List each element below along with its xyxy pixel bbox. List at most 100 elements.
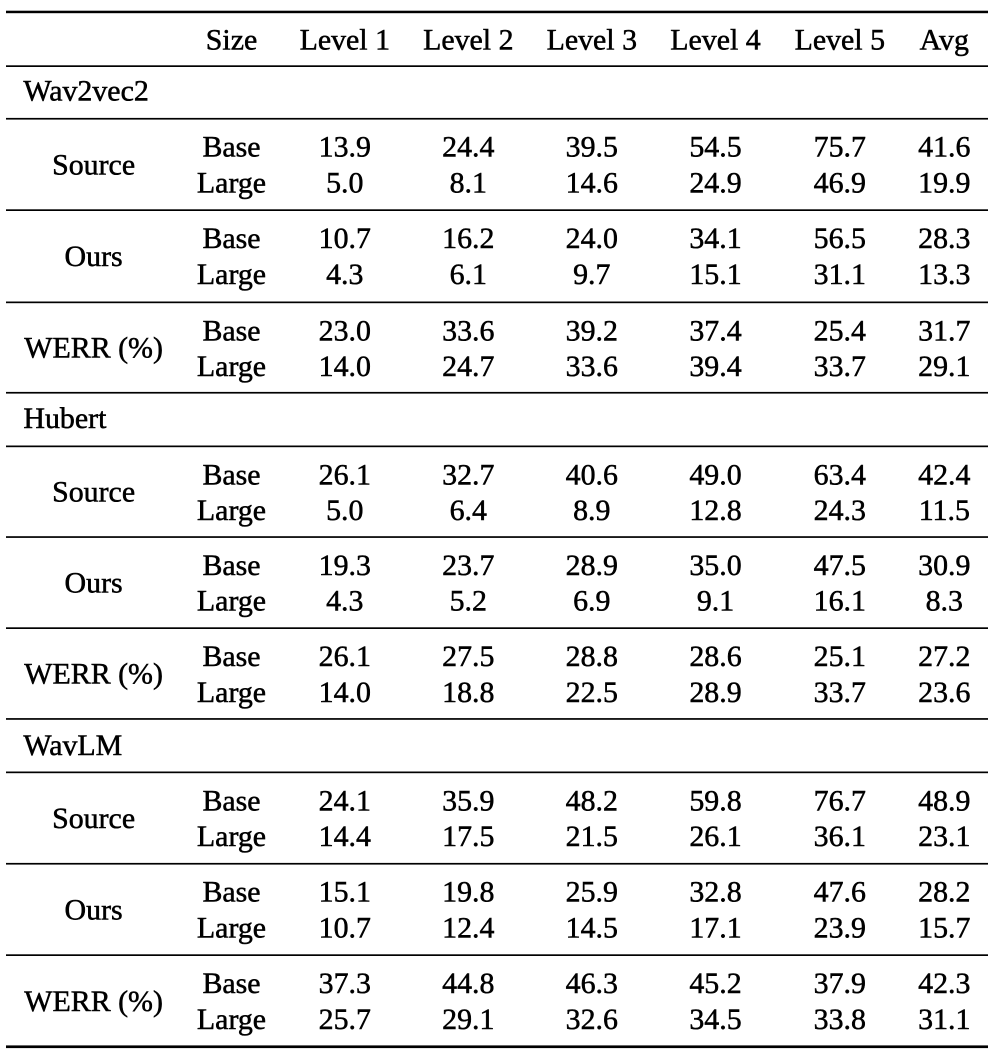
svg-text:Base: Base: [202, 131, 260, 164]
svg-text:Base: Base: [202, 876, 260, 909]
svg-text:Ours: Ours: [65, 893, 123, 926]
svg-text:63.4: 63.4: [814, 458, 866, 491]
svg-text:14.0: 14.0: [319, 676, 371, 709]
svg-text:WERR (%): WERR (%): [24, 985, 163, 1018]
svg-text:10.7: 10.7: [319, 911, 371, 944]
svg-text:39.2: 39.2: [566, 314, 618, 347]
svg-text:28.9: 28.9: [689, 676, 741, 709]
svg-text:33.8: 33.8: [814, 1003, 866, 1036]
svg-text:46.9: 46.9: [814, 166, 866, 199]
svg-text:54.5: 54.5: [689, 131, 741, 164]
svg-text:25.7: 25.7: [319, 1003, 371, 1036]
svg-text:WavLM: WavLM: [23, 729, 122, 762]
svg-text:28.8: 28.8: [566, 640, 618, 673]
svg-text:37.3: 37.3: [319, 967, 371, 1000]
svg-text:Level 4: Level 4: [670, 23, 761, 56]
svg-text:31.7: 31.7: [918, 314, 970, 347]
svg-text:48.9: 48.9: [918, 784, 970, 817]
svg-text:24.9: 24.9: [689, 166, 741, 199]
svg-text:Large: Large: [197, 585, 266, 618]
svg-text:Source: Source: [52, 802, 135, 835]
svg-text:75.7: 75.7: [814, 131, 866, 164]
svg-text:8.3: 8.3: [926, 585, 963, 618]
svg-text:25.4: 25.4: [814, 314, 866, 347]
svg-text:Base: Base: [202, 549, 260, 582]
svg-text:14.0: 14.0: [319, 350, 371, 383]
svg-text:Base: Base: [202, 640, 260, 673]
svg-text:Base: Base: [202, 458, 260, 491]
svg-text:34.5: 34.5: [689, 1003, 741, 1036]
svg-text:40.6: 40.6: [566, 458, 618, 491]
svg-text:76.7: 76.7: [814, 784, 866, 817]
svg-text:25.9: 25.9: [566, 876, 618, 909]
svg-text:Level 5: Level 5: [795, 23, 885, 56]
svg-text:Base: Base: [202, 784, 260, 817]
svg-text:12.4: 12.4: [442, 911, 494, 944]
svg-text:28.2: 28.2: [918, 876, 970, 909]
svg-text:Ours: Ours: [65, 566, 123, 599]
svg-text:42.4: 42.4: [918, 458, 970, 491]
svg-text:28.9: 28.9: [566, 549, 618, 582]
svg-text:27.5: 27.5: [442, 640, 494, 673]
svg-text:6.9: 6.9: [573, 585, 610, 618]
svg-text:Base: Base: [202, 222, 260, 255]
svg-text:32.7: 32.7: [442, 458, 494, 491]
svg-text:35.0: 35.0: [689, 549, 741, 582]
svg-text:17.5: 17.5: [442, 820, 494, 853]
svg-text:45.2: 45.2: [689, 967, 741, 1000]
svg-text:31.1: 31.1: [814, 258, 866, 291]
svg-text:4.3: 4.3: [326, 258, 363, 291]
svg-text:13.3: 13.3: [918, 258, 970, 291]
svg-text:32.8: 32.8: [689, 876, 741, 909]
svg-text:16.2: 16.2: [442, 222, 494, 255]
svg-text:35.9: 35.9: [442, 784, 494, 817]
svg-text:41.6: 41.6: [918, 131, 970, 164]
svg-text:46.3: 46.3: [566, 967, 618, 1000]
svg-text:33.6: 33.6: [566, 350, 618, 383]
svg-text:4.3: 4.3: [326, 585, 363, 618]
svg-text:36.1: 36.1: [814, 820, 866, 853]
svg-text:23.6: 23.6: [918, 676, 970, 709]
svg-text:Avg: Avg: [920, 23, 969, 56]
svg-text:27.2: 27.2: [918, 640, 970, 673]
svg-text:30.9: 30.9: [918, 549, 970, 582]
svg-text:12.8: 12.8: [689, 494, 741, 527]
svg-text:29.1: 29.1: [918, 350, 970, 383]
svg-text:23.1: 23.1: [918, 820, 970, 853]
svg-text:5.0: 5.0: [326, 494, 363, 527]
svg-text:9.1: 9.1: [697, 585, 734, 618]
svg-text:18.8: 18.8: [442, 676, 494, 709]
svg-text:Base: Base: [202, 314, 260, 347]
svg-text:14.5: 14.5: [566, 911, 618, 944]
svg-text:28.6: 28.6: [689, 640, 741, 673]
svg-text:5.0: 5.0: [326, 166, 363, 199]
svg-text:Base: Base: [202, 967, 260, 1000]
svg-text:Ours: Ours: [65, 240, 123, 273]
svg-text:14.4: 14.4: [319, 820, 371, 853]
svg-text:24.1: 24.1: [319, 784, 371, 817]
svg-text:10.7: 10.7: [319, 222, 371, 255]
svg-text:37.9: 37.9: [814, 967, 866, 1000]
svg-text:6.4: 6.4: [450, 494, 487, 527]
svg-text:24.7: 24.7: [442, 350, 494, 383]
svg-text:48.2: 48.2: [566, 784, 618, 817]
svg-text:23.9: 23.9: [814, 911, 866, 944]
svg-text:15.1: 15.1: [319, 876, 371, 909]
svg-text:32.6: 32.6: [566, 1003, 618, 1036]
svg-text:37.4: 37.4: [689, 314, 741, 347]
svg-text:Level 3: Level 3: [547, 23, 637, 56]
svg-text:WERR (%): WERR (%): [24, 657, 163, 690]
svg-text:33.6: 33.6: [442, 314, 494, 347]
svg-text:16.1: 16.1: [814, 585, 866, 618]
svg-text:Large: Large: [197, 1003, 266, 1036]
svg-text:26.1: 26.1: [319, 458, 371, 491]
svg-text:17.1: 17.1: [689, 911, 741, 944]
svg-text:8.9: 8.9: [573, 494, 610, 527]
svg-text:24.3: 24.3: [814, 494, 866, 527]
svg-text:Large: Large: [197, 820, 266, 853]
svg-text:34.1: 34.1: [689, 222, 741, 255]
svg-text:39.5: 39.5: [566, 131, 618, 164]
svg-text:23.0: 23.0: [319, 314, 371, 347]
svg-text:31.1: 31.1: [918, 1003, 970, 1036]
svg-text:23.7: 23.7: [442, 549, 494, 582]
